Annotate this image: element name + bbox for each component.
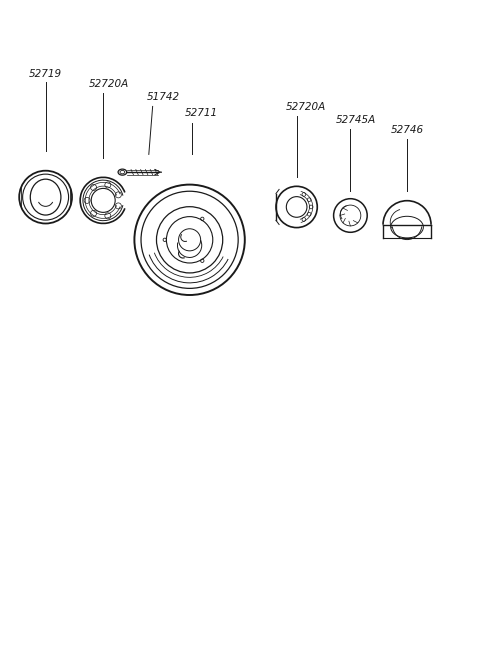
Text: 52745A: 52745A bbox=[336, 115, 376, 125]
Text: 51742: 51742 bbox=[146, 92, 180, 102]
Text: 52719: 52719 bbox=[29, 69, 62, 79]
Text: 52720A: 52720A bbox=[89, 79, 129, 89]
Text: 52746: 52746 bbox=[391, 125, 424, 135]
Text: 52711: 52711 bbox=[185, 108, 218, 118]
Text: 52720A: 52720A bbox=[286, 102, 326, 112]
